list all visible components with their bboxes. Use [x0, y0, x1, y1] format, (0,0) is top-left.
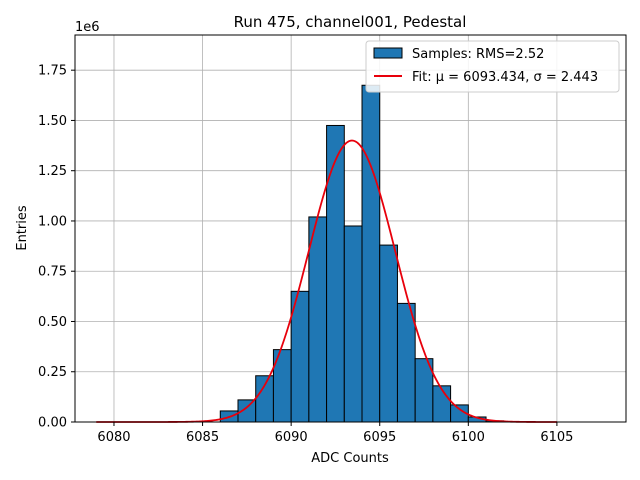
histogram-bar — [343, 225, 363, 423]
x-tick-label: 6090 — [275, 430, 308, 445]
histogram-bar — [361, 84, 381, 423]
histogram-bar — [396, 302, 416, 423]
legend-fit-label: Fit: μ = 6093.434, σ = 2.443 — [412, 70, 598, 85]
legend: Samples: RMS=2.52 Fit: μ = 6093.434, σ =… — [365, 40, 620, 93]
x-tick-label: 6085 — [186, 430, 219, 445]
y-axis-multiplier: 1e6 — [75, 20, 100, 35]
y-tick-label: 1.75 — [38, 64, 67, 79]
y-axis-label: Entries — [15, 205, 30, 251]
legend-box — [365, 40, 620, 93]
histogram-bar — [379, 244, 398, 423]
y-tick-label: 1.50 — [38, 114, 67, 129]
y-tick-label: 1.00 — [38, 214, 67, 229]
x-tick-label: 6080 — [97, 430, 130, 445]
chart-title: Run 475, channel001, Pedestal — [234, 13, 467, 31]
x-axis-ticks: 6080 6085 6090 6095 6100 6105 — [97, 422, 573, 445]
histogram-bar — [308, 216, 328, 423]
x-axis-label: ADC Counts — [311, 451, 389, 466]
x-tick-label: 6100 — [452, 430, 485, 445]
y-tick-label: 0.00 — [38, 416, 67, 431]
legend-histogram-swatch — [373, 47, 403, 59]
histogram-bar — [326, 124, 345, 423]
x-tick-label: 6095 — [363, 430, 396, 445]
x-tick-label: 6105 — [540, 430, 573, 445]
histogram-bar — [432, 385, 452, 423]
legend-histogram-label: Samples: RMS=2.52 — [412, 47, 544, 62]
plot-frame — [74, 34, 627, 423]
y-axis-ticks: 0.00 0.25 0.50 0.75 1.00 1.25 1.50 1.75 — [38, 64, 75, 431]
histogram-bars — [219, 84, 505, 423]
y-tick-label: 0.25 — [38, 365, 67, 380]
y-tick-label: 1.25 — [38, 164, 67, 179]
histogram-bar — [255, 375, 274, 423]
y-tick-label: 0.75 — [38, 265, 67, 280]
y-tick-label: 0.50 — [38, 315, 67, 330]
